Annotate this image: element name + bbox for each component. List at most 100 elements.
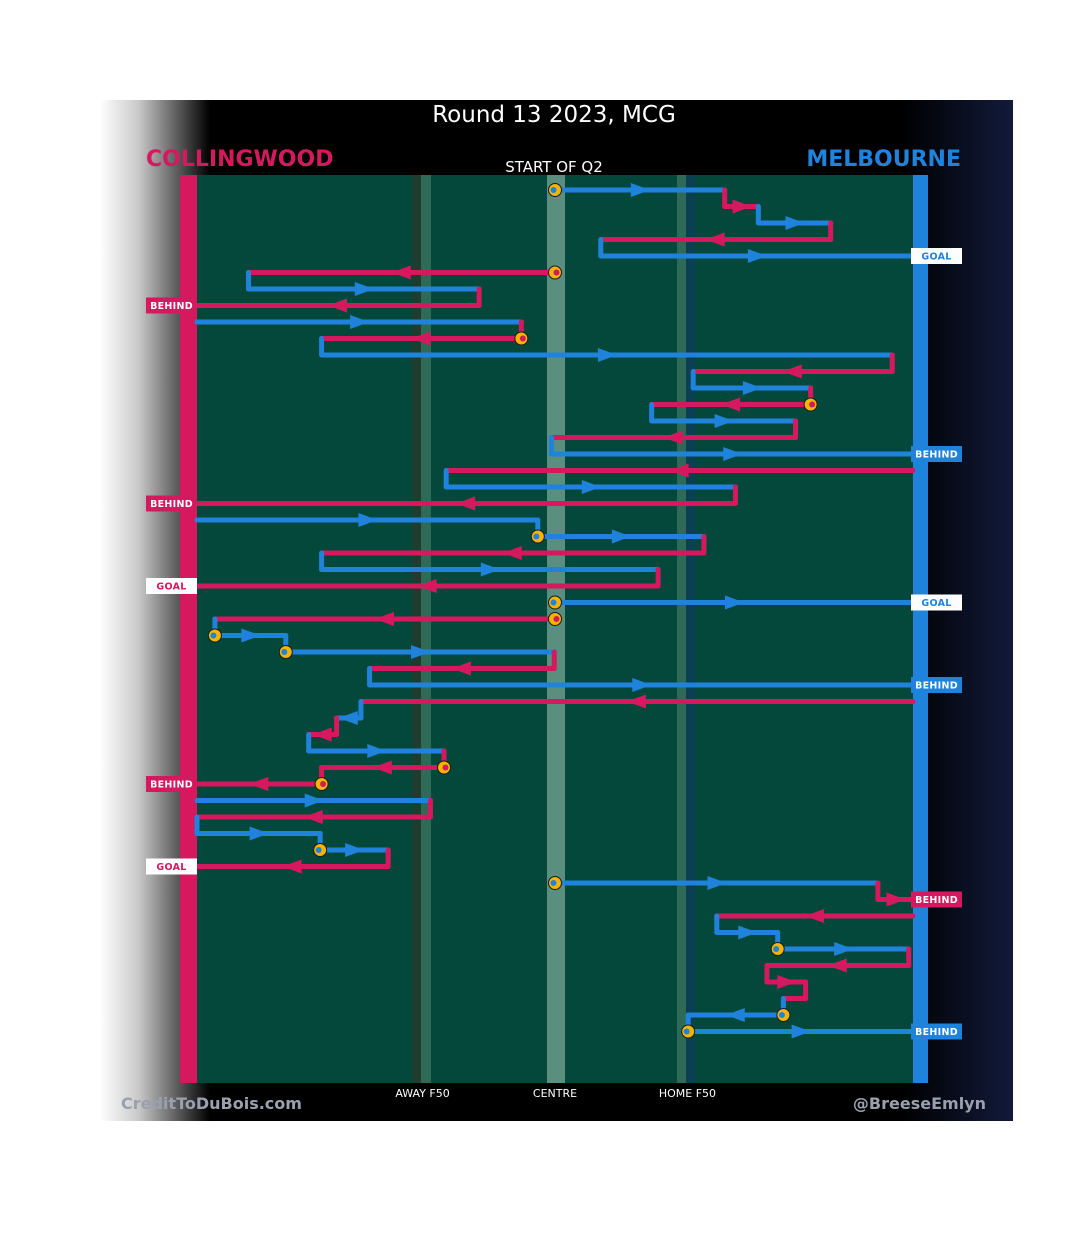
- score-label-behind: BEHIND: [911, 1023, 962, 1040]
- chain-arrow: [632, 678, 652, 692]
- score-label-behind: BEHIND: [911, 677, 962, 693]
- stoppage-marker: [681, 1024, 696, 1039]
- stoppage-core: [281, 649, 288, 655]
- chain-arrow: [742, 381, 762, 395]
- chain-arrow: [328, 298, 348, 313]
- chain-14: [649, 402, 799, 428]
- chain-arrow: [611, 529, 631, 544]
- chain-arrow: [354, 282, 374, 296]
- chain-arrow: [303, 810, 323, 824]
- chain-10: [319, 336, 895, 362]
- score-label-text: BEHIND: [150, 499, 193, 510]
- chain-arrow: [411, 645, 431, 659]
- score-label-box: [146, 495, 197, 512]
- score-label-goal: GOAL: [911, 248, 962, 264]
- chain-arrow: [785, 216, 805, 230]
- chain-41: [194, 847, 391, 874]
- stoppage-marker: [207, 628, 222, 643]
- chain-arrow: [626, 694, 646, 709]
- chain-arrow: [345, 843, 365, 857]
- chain-45: [714, 913, 781, 940]
- melbourne-bar: [913, 175, 928, 1083]
- score-label-box: [146, 776, 197, 792]
- stoppage-marker: [514, 331, 529, 346]
- chain-arrow: [738, 925, 758, 940]
- home-f50-band-light: [677, 175, 686, 1083]
- stoppage-marker: [548, 876, 562, 890]
- stoppage-marker: [770, 942, 785, 956]
- chain-arrow: [249, 777, 269, 791]
- stoppage-core: [519, 335, 526, 342]
- chain-8: [194, 315, 524, 329]
- chain-18: [443, 468, 738, 494]
- chain-arrow: [241, 628, 261, 643]
- score-label-behind: BEHIND: [146, 495, 197, 512]
- chain-23: [319, 550, 661, 577]
- stoppage-core: [550, 187, 557, 193]
- stoppage-marker: [776, 1008, 791, 1022]
- chain-arrow: [312, 727, 332, 742]
- centre-band: [547, 175, 565, 1083]
- chain-39: [194, 814, 323, 841]
- markers-layer: GOAL BEHIND BEHIND BEHIND GOAL GOAL BEHIND BEHI…: [146, 183, 962, 1040]
- collingwood-label: COLLINGWOOD: [146, 147, 333, 172]
- stoppage-core: [773, 946, 780, 952]
- chain-arrow: [451, 661, 471, 676]
- stoppage-marker: [548, 612, 562, 626]
- chain-arrow: [456, 496, 476, 511]
- score-label-box: [911, 1023, 962, 1040]
- score-label-text: BEHIND: [915, 681, 958, 692]
- chain-3: [598, 220, 834, 247]
- score-label-behind: BEHIND: [911, 891, 962, 908]
- chain-arrow: [282, 859, 302, 874]
- score-label-box: [911, 594, 962, 611]
- tick-label-away-f50: AWAY F50: [395, 1087, 449, 1100]
- chain-7: [194, 286, 482, 313]
- score-label-box: [911, 248, 962, 264]
- stoppage-marker: [803, 397, 818, 412]
- stoppage-marker: [548, 265, 562, 280]
- chain-arrow: [732, 199, 752, 214]
- chain-arrow: [374, 612, 394, 626]
- away-f50-band-dark: [412, 175, 421, 1083]
- chain-arrow: [791, 1024, 811, 1039]
- stoppage-core: [320, 781, 327, 787]
- melbourne-label: MELBOURNE: [806, 147, 961, 172]
- stoppage-marker: [437, 760, 452, 775]
- score-label-box: [146, 297, 197, 314]
- score-label-text: BEHIND: [915, 1027, 958, 1038]
- chain-30: [367, 666, 916, 692]
- chain-34: [306, 732, 447, 758]
- chain-arrow: [723, 447, 743, 461]
- score-label-text: BEHIND: [915, 450, 958, 461]
- stoppage-core: [778, 1012, 785, 1018]
- chain-17: [443, 463, 916, 478]
- score-label-text: BEHIND: [150, 780, 193, 791]
- chain-11: [690, 352, 895, 379]
- chain-26: [212, 612, 558, 626]
- chain-49: [780, 979, 809, 1001]
- chain-arrow: [597, 348, 617, 362]
- chain-arrow: [834, 942, 854, 956]
- chain-arrow: [804, 909, 824, 923]
- score-label-box: [911, 446, 962, 462]
- chain-arrow: [663, 430, 683, 445]
- chain-arrow: [714, 414, 734, 428]
- chain-arrow: [502, 546, 522, 560]
- chain-48: [764, 963, 809, 989]
- chain-arrow: [707, 876, 727, 890]
- chain-arrow: [725, 1008, 745, 1022]
- score-label-goal: GOAL: [911, 594, 962, 611]
- chain-arrow: [391, 265, 411, 280]
- score-label-behind: BEHIND: [146, 297, 197, 314]
- stoppage-core: [809, 401, 816, 408]
- chain-43: [875, 880, 916, 907]
- quarter-label: START OF Q2: [505, 158, 603, 176]
- chain-32: [334, 699, 364, 725]
- stoppage-core: [315, 847, 322, 853]
- score-label-goal: GOAL: [146, 858, 197, 875]
- score-label-box: [911, 677, 962, 693]
- chain-arrow: [630, 183, 650, 197]
- stoppage-marker: [314, 777, 329, 791]
